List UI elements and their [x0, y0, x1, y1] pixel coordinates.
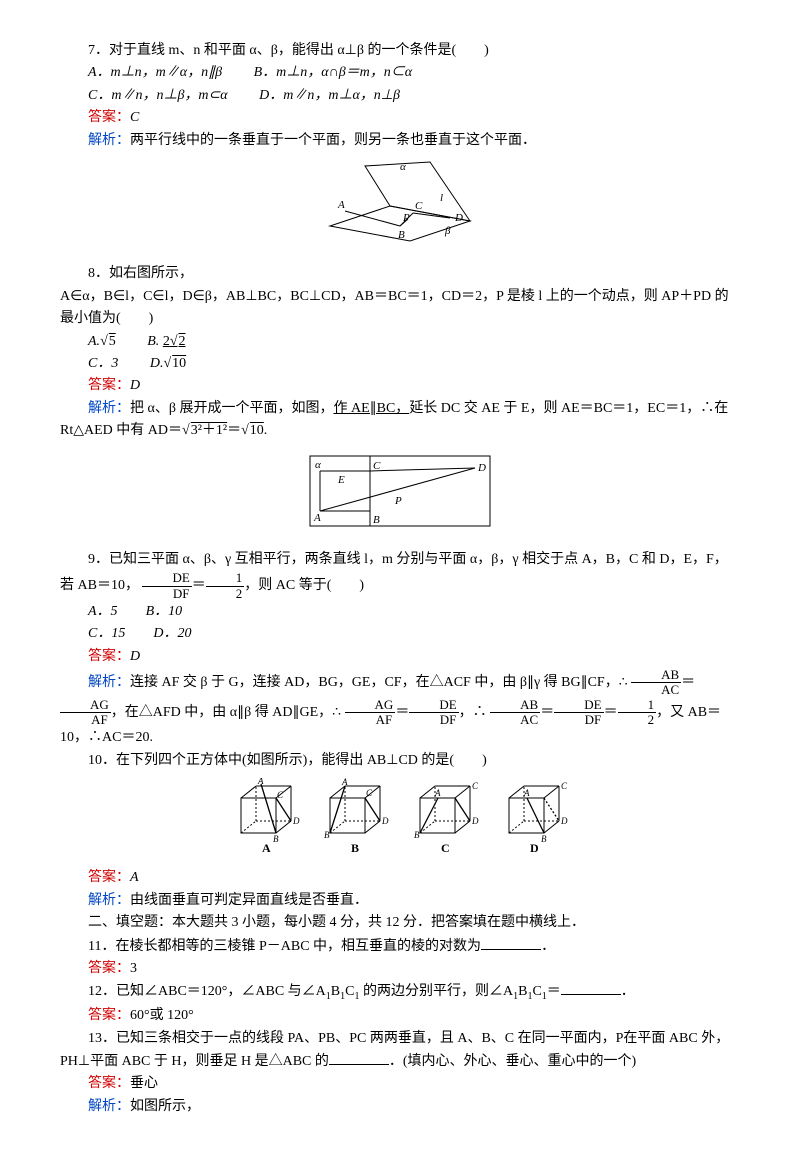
q8-figure-unfold: α E C D A B P	[60, 446, 740, 544]
svg-text:D: D	[560, 816, 568, 826]
q9-stem: 9．已知三平面 α、β、γ 互相平行，两条直线 l，m 分别与平面 α，β，γ …	[60, 549, 740, 601]
svg-text:β: β	[444, 225, 451, 237]
q13-answer: 答案：垂心	[60, 1073, 740, 1095]
svg-text:D: D	[471, 816, 479, 826]
svg-text:A: A	[262, 841, 271, 853]
svg-text:l: l	[440, 192, 443, 204]
q12-stem: 12．已知∠ABC＝120°，∠ABC 与∠A1B1C1 的两边分别平行，则∠A…	[60, 980, 740, 1005]
svg-text:A: A	[341, 778, 348, 787]
q7-answer: 答案：C	[60, 107, 740, 129]
analysis-text: 两平行线中的一条垂直于一个平面，则另一条也垂直于这个平面．	[130, 133, 536, 148]
svg-text:D: D	[292, 816, 300, 826]
q10-cubes: ACBD A CABD B ACBD C ACBD D	[60, 778, 740, 861]
q10-answer: 答案：A	[60, 867, 740, 889]
svg-text:D: D	[454, 212, 463, 224]
svg-text:A: A	[434, 788, 441, 798]
svg-text:D: D	[530, 841, 539, 853]
svg-text:α: α	[315, 459, 321, 471]
q10-analysis: 解析：由线面垂直可判定异面直线是否垂直．	[60, 890, 740, 912]
q8-lead: 8．如右图所示，	[60, 263, 740, 285]
svg-text:D: D	[477, 462, 486, 474]
q12-answer: 答案：60°或 120°	[60, 1005, 740, 1027]
q8-optC-D: C．3 D.√10	[60, 353, 740, 375]
answer-value: C	[130, 110, 139, 125]
svg-text:B: B	[541, 834, 547, 844]
q7-optD: D．m∥n，m⊥α，n⊥β	[259, 88, 400, 103]
svg-text:A: A	[257, 778, 264, 786]
q7-options-line1: A．m⊥n，m∥α，n∥β B．m⊥n，α∩β＝m，n⊂α	[60, 62, 740, 84]
svg-text:C: C	[366, 788, 373, 798]
q11-answer: 答案：3	[60, 958, 740, 980]
cube-b: C A B D B	[320, 778, 390, 853]
q8-figure: α β A B C D P l	[60, 156, 740, 259]
svg-text:C: C	[277, 790, 284, 800]
fill-blank	[561, 980, 621, 995]
answer-label: 答案：	[88, 110, 130, 125]
svg-text:B: B	[414, 830, 420, 840]
q9-answer: 答案：D	[60, 646, 740, 668]
svg-text:C: C	[373, 460, 381, 472]
q13-analysis: 解析：如图所示，	[60, 1096, 740, 1118]
q7-optA: A．m⊥n，m∥α，n∥β	[88, 65, 222, 80]
q7-options-line2: C．m∥n，n⊥β，m⊂α D．m∥n，m⊥α，n⊥β	[60, 85, 740, 107]
q7-optB: B．m⊥n，α∩β＝m，n⊂α	[254, 65, 413, 80]
svg-text:α: α	[400, 161, 406, 173]
q8-answer: 答案：D	[60, 375, 740, 397]
svg-text:A: A	[523, 788, 530, 798]
q8-stem: A∈α，B∈l，C∈l，D∈β，AB⊥BC，BC⊥CD，AB＝BC＝1，CD＝2…	[60, 286, 740, 331]
q8-optA-B: A.√5 B. 2√2	[60, 331, 740, 353]
cube-a: A C B D A	[231, 778, 301, 853]
svg-text:B: B	[373, 514, 380, 526]
svg-text:C: C	[415, 200, 423, 212]
cube-c: A C B D C	[410, 778, 480, 853]
q7-optC: C．m∥n，n⊥β，m⊂α	[88, 88, 228, 103]
svg-text:B: B	[324, 830, 330, 840]
q13-stem: 13．已知三条相交于一点的线段 PA、PB、PC 两两垂直，且 A、B、C 在同…	[60, 1028, 740, 1074]
svg-text:C: C	[561, 781, 568, 791]
q10-stem: 10．在下列四个正方体中(如图所示)，能得出 AB⊥CD 的是( )	[60, 750, 740, 772]
q7-analysis: 解析：两平行线中的一条垂直于一个平面，则另一条也垂直于这个平面．	[60, 130, 740, 152]
svg-text:B: B	[273, 834, 279, 844]
q9-analysis: 解析：连接 AF 交 β 于 G，连接 AD，BG，GE，CF，在△ACF 中，…	[60, 668, 740, 750]
svg-text:C: C	[441, 841, 450, 853]
q11-stem: 11．在棱长都相等的三棱锥 P－ABC 中，相互垂直的棱的对数为．	[60, 935, 740, 958]
svg-text:P: P	[402, 212, 410, 224]
svg-text:B: B	[351, 841, 359, 853]
fill-blank	[481, 935, 541, 950]
q9-optCD: C．15 D．20	[60, 623, 740, 645]
svg-text:A: A	[337, 199, 345, 211]
svg-text:A: A	[313, 512, 321, 524]
analysis-label: 解析：	[88, 133, 130, 148]
fill-blank	[329, 1050, 389, 1065]
svg-text:P: P	[394, 495, 402, 507]
q9-optAB: A．5 B．10	[60, 601, 740, 623]
svg-text:E: E	[337, 474, 345, 486]
svg-text:C: C	[472, 781, 479, 791]
q8-analysis: 解析：把 α、β 展开成一个平面，如图，作 AE∥BC，延长 DC 交 AE 于…	[60, 398, 740, 443]
section2-header: 二、填空题：本大题共 3 小题，每小题 4 分，共 12 分．把答案填在题中横线…	[60, 912, 740, 934]
svg-text:D: D	[381, 816, 389, 826]
q7-stem: 7．对于直线 m、n 和平面 α、β，能得出 α⊥β 的一个条件是( )	[60, 40, 740, 62]
cube-d: ACBD D	[499, 778, 569, 853]
svg-text:B: B	[398, 229, 405, 241]
